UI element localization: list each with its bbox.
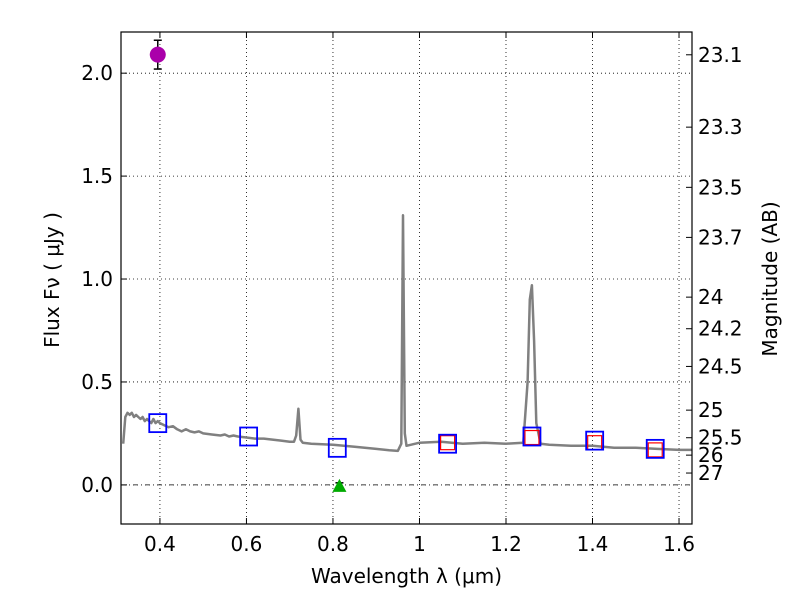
x-tick-label: 1 [413,532,426,556]
mag-tick-label: 27 [698,461,723,485]
photometry-point [585,430,605,451]
special-point-marker [149,46,166,63]
data-markers [148,39,665,492]
model-point [439,435,456,451]
mag-tick-label: 25.5 [698,426,743,450]
mag-tick-label: 24.5 [698,354,743,378]
photometry-point [438,433,457,454]
x-tick-label: 0.4 [144,532,176,556]
axis-ticks: 0.4 0.6 0.8 1 1.2 1.4 1.6 0.0 0.5 1.0 1.5 2.0 23.1 23… [81,32,743,556]
x-axis-label: Wavelength λ (μm) [311,564,502,588]
mag-tick-label: 23.3 [698,115,743,139]
y2-axis-label: Magnitude (AB) [758,201,782,356]
photometry-point [645,438,665,459]
model-point [524,429,540,446]
model-point [647,442,663,458]
mag-tick-label: 25 [698,398,723,422]
x-tick-label: 1.6 [663,532,695,556]
mag-tick-label: 24 [698,285,723,309]
x-tick-label: 0.8 [317,532,349,556]
mag-tick-label: 26 [698,443,723,467]
photometry-point [239,426,259,447]
photometry-point [522,426,542,447]
triangle-point-marker [332,478,347,492]
y-tick-label: 1.0 [81,267,113,291]
mag-tick-label: 23.5 [698,175,743,199]
y-tick-label: 2.0 [81,61,113,85]
y-tick-label: 0.0 [81,473,113,497]
mag-tick-label: 23.7 [698,225,743,249]
photometry-point [327,437,347,458]
x-tick-label: 1.2 [490,532,522,556]
mag-tick-label: 23.1 [698,43,743,67]
plot-frame [120,31,693,525]
mag-tick-label: 24.2 [698,317,743,341]
y-axis-label: Flux Fν ( μJy ) [40,212,64,348]
y-tick-label: 1.5 [81,164,113,188]
photometry-point [148,413,168,434]
x-tick-label: 1.4 [577,532,609,556]
y-tick-label: 0.5 [81,370,113,394]
x-tick-label: 0.6 [231,532,263,556]
